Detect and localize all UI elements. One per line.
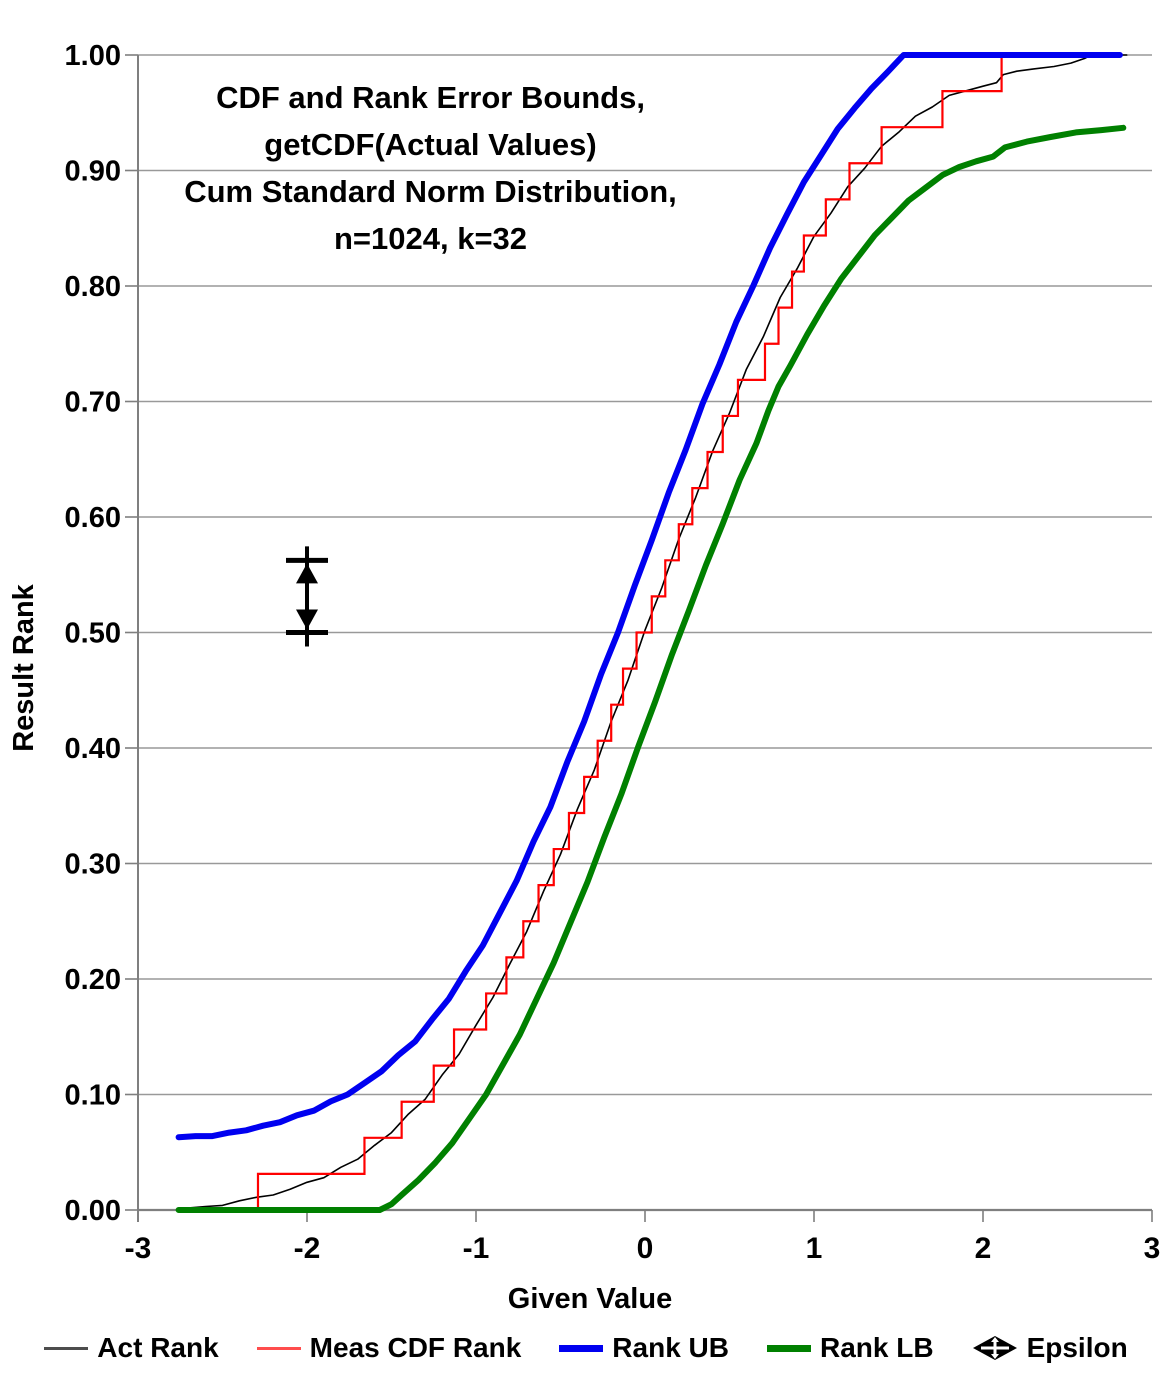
meas-cdf-rank-line-swatch [256,1346,301,1350]
legend-label-meas-cdf-rank: Meas CDF Rank [309,1332,522,1363]
series-rank_lb [175,124,1127,1213]
epsilon-down-arrowhead [296,609,318,630]
chart-title-line-2: getCDF(Actual Values) [264,127,597,162]
axes [125,54,1153,1222]
epsilon-marker-icon [972,1334,1018,1362]
y-tick-label: 0.80 [65,271,121,303]
y-tick-label: 0.00 [65,1195,121,1227]
y-tick-label: 0.50 [65,618,121,650]
chart-title-line-4: n=1024, k=32 [333,221,528,256]
x-tick-label: -2 [294,1232,321,1265]
series-rank_ub [175,52,1123,1141]
legend-label-rank-lb: Rank LB [820,1332,934,1363]
y-tick-label: 0.70 [65,387,121,419]
rank-ub-line-swatch [559,1344,604,1352]
tick-labels: 0.00 0.10 0.20 0.30 0.40 0.50 0.60 0.70 0.80 0.90… [65,40,1161,1265]
chart-title-line-3: Cum Standard Norm Distribution, [184,174,677,209]
x-tick-label: -3 [125,1232,152,1265]
epsilon-error-bar [286,546,328,647]
x-tick-label: -1 [463,1232,490,1265]
chart-title-line-1: CDF and Rank Error Bounds, [216,80,645,115]
legend-label-rank-ub: Rank UB [612,1332,729,1363]
x-axis-title: Given Value [508,1283,672,1315]
epsilon-glyph-svg [972,1336,1017,1360]
y-tick-label: 0.20 [65,964,121,996]
y-tick-label: 1.00 [65,40,121,72]
epsilon-up-arrowhead [296,563,318,584]
legend-label-act-rank: Act Rank [97,1332,219,1363]
y-tick-label: 0.10 [65,1080,121,1112]
legend-item-rank-lb: Rank LB [767,1332,934,1364]
x-tick-label: 3 [1144,1232,1161,1265]
y-tick-label: 0.40 [65,733,121,765]
x-tick-label: 0 [637,1232,654,1265]
y-axis-title: Result Rank [8,583,40,751]
y-tick-label: 0.90 [65,156,121,188]
y-tick-label: 0.60 [65,502,121,534]
series-curves [175,52,1128,1213]
chart-title: CDF and Rank Error Bounds, getCDF(Actual… [148,74,713,262]
legend: Act Rank Meas CDF Rank Rank UB Rank LB E… [0,1332,1172,1364]
legend-item-act-rank: Act Rank [44,1332,219,1364]
legend-item-meas-cdf-rank: Meas CDF Rank [256,1332,522,1364]
y-tick-label: 0.30 [65,849,121,881]
legend-item-epsilon: Epsilon [972,1332,1128,1364]
series-meas_cdf_rank [212,53,1121,1212]
rank-lb-line-swatch [767,1344,811,1352]
series-act_rank [177,54,1128,1210]
x-tick-label: 1 [806,1232,823,1265]
act-rank-line-swatch [44,1346,89,1350]
legend-label-epsilon: Epsilon [1026,1332,1128,1363]
x-tick-label: 2 [975,1232,992,1265]
legend-item-rank-ub: Rank UB [559,1332,729,1364]
